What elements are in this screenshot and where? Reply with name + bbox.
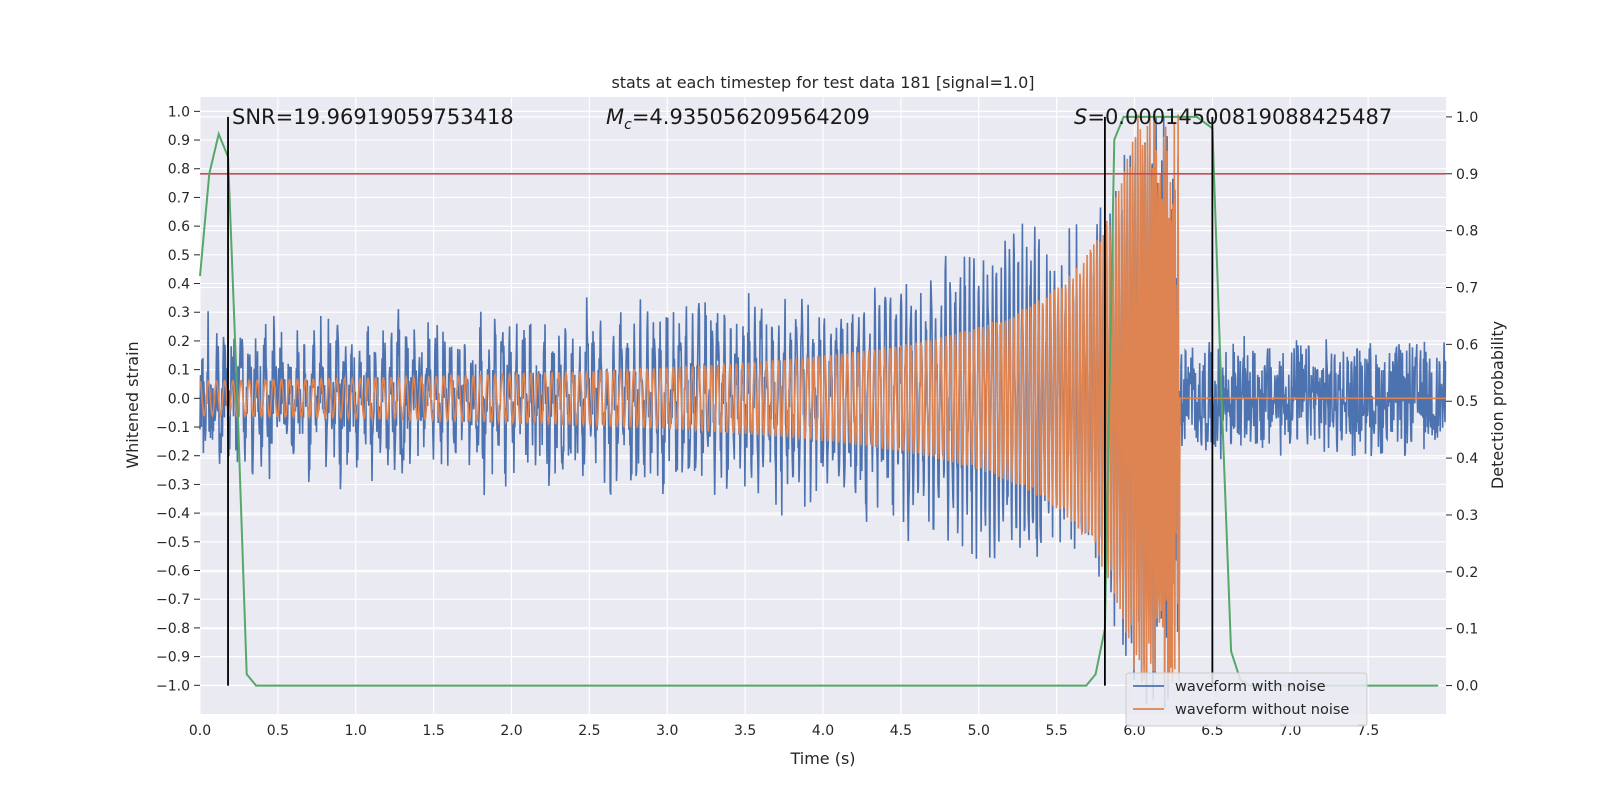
y-tick-label-left: −0.9 <box>156 650 190 666</box>
y-tick-label-left: −0.7 <box>156 592 190 608</box>
y-tick-label-right: 1.0 <box>1456 110 1478 126</box>
x-tick-label: 1.0 <box>345 723 367 739</box>
y-tick-label-right: 0.0 <box>1456 679 1478 695</box>
x-tick-label: 6.5 <box>1201 723 1223 739</box>
y-tick-label-left: 0.5 <box>168 248 190 264</box>
x-tick-label: 5.0 <box>968 723 990 739</box>
y-tick-label-left: 0.8 <box>168 162 190 178</box>
y-tick-label-right: 0.4 <box>1456 451 1478 467</box>
tick-labels-group: 0.0 0.5 1.0 1.5 2.0 2.5 3.0 3.5 4.0 4.5 5.0 5.5 6.0 6… <box>156 104 1478 739</box>
chirp-mass-value: =4.935056209564209 <box>632 105 870 129</box>
chirp-mass-symbol: M <box>606 105 624 129</box>
y-tick-label-right: 0.3 <box>1456 508 1478 524</box>
waveform-without-noise-line <box>199 114 1446 683</box>
y-tick-label-left: 0.7 <box>168 190 190 206</box>
legend-label-noise: waveform with noise <box>1175 679 1326 695</box>
y-tick-label-right: 0.5 <box>1456 394 1478 410</box>
legend: waveform with noise waveform without noi… <box>1125 672 1368 727</box>
s-value: =0.00014500819088425487 <box>1087 105 1392 129</box>
waveform-series-group <box>199 111 1447 708</box>
x-tick-label: 5.5 <box>1045 723 1067 739</box>
x-tick-label: 6.0 <box>1123 723 1145 739</box>
y-tick-label-left: −0.5 <box>156 535 190 551</box>
detection-probability-line <box>199 115 1439 687</box>
y-tick-label-left: 0.3 <box>168 305 190 321</box>
y-tick-label-left: 1.0 <box>168 104 190 120</box>
x-tick-label: 0.5 <box>267 723 289 739</box>
legend-label-clean: waveform without noise <box>1175 702 1349 718</box>
y-tick-label-right: 0.2 <box>1456 565 1478 581</box>
y-axis-label-right: Detection probability <box>1488 321 1507 489</box>
x-tick-label: 2.0 <box>500 723 522 739</box>
y-tick-label-left: −1.0 <box>156 678 190 694</box>
y-tick-label-left: −0.1 <box>156 420 190 436</box>
y-tick-label-left: −0.3 <box>156 477 190 493</box>
y-tick-label-left: −0.4 <box>156 506 190 522</box>
y-tick-label-right: 0.1 <box>1456 622 1478 638</box>
x-tick-label: 4.0 <box>812 723 834 739</box>
y-tick-label-left: −0.8 <box>156 621 190 637</box>
y-tick-label-left: 0.6 <box>168 219 190 235</box>
y-tick-label-left: −0.6 <box>156 564 190 580</box>
x-tick-label: 3.5 <box>734 723 756 739</box>
y-tick-label-right: 0.8 <box>1456 224 1478 240</box>
y-tick-label-left: 0.1 <box>168 363 190 379</box>
x-tick-label: 7.5 <box>1357 723 1379 739</box>
x-tick-label: 4.5 <box>890 723 912 739</box>
marker-lines-group <box>199 115 1446 687</box>
y-tick-label-right: 0.6 <box>1456 337 1478 353</box>
x-axis-label: Time (s) <box>789 749 855 768</box>
y-axis-label-left: Whitened strain <box>123 341 142 468</box>
legend-box <box>1125 672 1368 727</box>
y-tick-label-left: −0.2 <box>156 449 190 465</box>
s-symbol: S <box>1074 105 1087 129</box>
x-tick-label: 0.0 <box>189 723 211 739</box>
y-tick-label-right: 0.9 <box>1456 167 1478 183</box>
snr-annotation: SNR=19.96919059753418 <box>232 105 514 129</box>
chirp-mass-annotation: Mc=4.935056209564209 <box>606 105 870 133</box>
x-tick-label: 2.5 <box>578 723 600 739</box>
x-tick-label: 3.0 <box>656 723 678 739</box>
y-tick-label-left: 0.0 <box>168 391 190 407</box>
y-tick-label-left: 0.2 <box>168 334 190 350</box>
y-tick-label-left: 0.4 <box>168 277 190 293</box>
y-tick-label-left: 0.9 <box>168 133 190 149</box>
s-annotation: S=0.00014500819088425487 <box>1074 105 1392 129</box>
chart-title: stats at each timestep for test data 181… <box>611 73 1034 92</box>
y-tick-label-right: 0.7 <box>1456 281 1478 297</box>
chirp-mass-subscript: c <box>624 117 632 133</box>
x-tick-label: 7.0 <box>1279 723 1301 739</box>
x-tick-label: 1.5 <box>422 723 444 739</box>
